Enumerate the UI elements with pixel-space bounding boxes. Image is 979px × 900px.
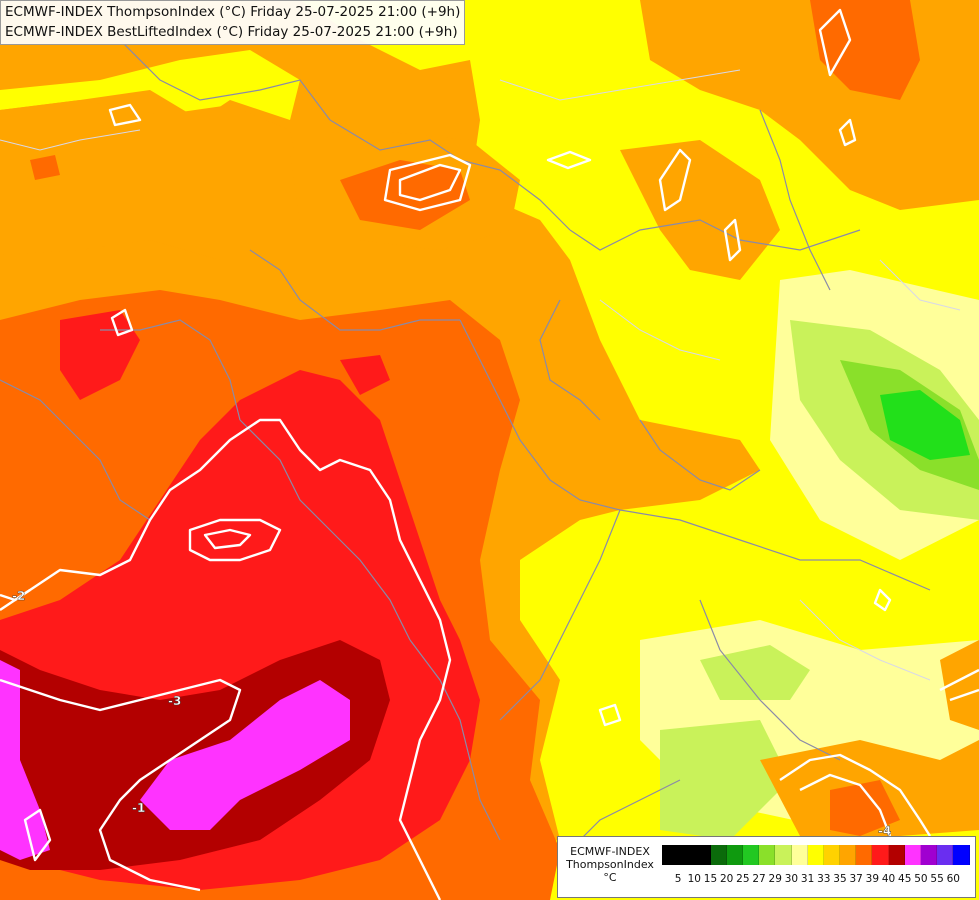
- legend-tick: 29: [768, 873, 782, 885]
- legend-swatch: [807, 845, 824, 865]
- legend-swatch: [937, 845, 954, 865]
- country-borders: [0, 39, 931, 861]
- legend-tick: 30: [784, 873, 799, 885]
- legend-swatch: [759, 845, 776, 865]
- title-best-lifted-index: ECMWF-INDEX BestLiftedIndex (°C) Friday …: [5, 24, 458, 40]
- contour-labels: -2 -3 -4 -1: [12, 589, 892, 838]
- contour-label: -2: [12, 589, 25, 603]
- dark-orange-area: [30, 155, 60, 180]
- legend-tick: 15: [703, 873, 718, 885]
- dark-orange-area: [340, 160, 470, 230]
- legend-tick: 60: [946, 873, 960, 885]
- legend-unit: °C: [603, 871, 617, 884]
- legend-tick: 37: [849, 873, 863, 885]
- legend-tick: 10: [687, 873, 701, 885]
- legend-swatch: [823, 845, 841, 865]
- legend-swatch: [694, 845, 711, 865]
- legend-swatch: [856, 845, 873, 865]
- legend-ticks: 5 10 15 20 25 27 29 30 31 33 35 37 39 40 45 50 55 60: [662, 873, 960, 887]
- legend-swatch: [904, 845, 921, 865]
- light-borders: [0, 69, 961, 681]
- contour-label: -1: [132, 801, 145, 815]
- legend-tick: 39: [865, 873, 880, 885]
- legend-tick: 5: [674, 873, 682, 885]
- legend-swatch: [953, 845, 970, 865]
- contour-label: -3: [168, 694, 181, 708]
- dark-orange-area: [810, 0, 920, 100]
- legend-swatch: [921, 845, 938, 865]
- magenta-area: [0, 660, 50, 860]
- legend-swatches: [662, 845, 970, 865]
- lifted-index-contours: [0, 8, 979, 900]
- red-area: [340, 355, 390, 395]
- legend-swatch: [840, 845, 857, 865]
- legend-tick: 33: [817, 873, 831, 885]
- legend-parameter: ThompsonIndex: [566, 858, 654, 871]
- contour-label: -4: [878, 824, 891, 838]
- orange-area: [0, 100, 340, 260]
- legend-swatch: [888, 845, 905, 865]
- legend-tick: 25: [736, 873, 750, 885]
- legend-model: ECMWF-INDEX: [570, 845, 650, 858]
- legend-swatch: [742, 845, 760, 865]
- legend-swatch: [872, 845, 889, 865]
- lime-green-area: [660, 720, 790, 840]
- map-title-box: ECMWF-INDEX ThompsonIndex (°C) Friday 25…: [0, 0, 466, 45]
- legend-swatch: [775, 845, 792, 865]
- color-legend: ECMWF-INDEX ThompsonIndex °C 5 10 15 20 25 27…: [557, 836, 976, 898]
- legend-swatch: [678, 845, 695, 865]
- legend-labels: ECMWF-INDEX ThompsonIndex °C: [562, 845, 658, 884]
- orange-area: [940, 640, 979, 730]
- legend-swatch: [791, 845, 808, 865]
- legend-swatch: [710, 845, 727, 865]
- bright-green-area: [880, 390, 970, 460]
- legend-swatch: [662, 845, 679, 865]
- legend-tick: 45: [898, 873, 912, 885]
- dark-orange-area: [830, 780, 900, 836]
- title-thompson-index: ECMWF-INDEX ThompsonIndex (°C) Friday 25…: [5, 4, 461, 20]
- legend-swatch: [726, 845, 743, 865]
- legend-tick: 50: [914, 873, 928, 885]
- legend-tick: 40: [881, 873, 896, 885]
- magenta-area: [140, 680, 350, 830]
- legend-tick: 20: [719, 873, 734, 885]
- legend-tick: 31: [800, 873, 815, 885]
- legend-tick: 27: [752, 873, 766, 885]
- red-area: [60, 310, 140, 400]
- legend-tick: 55: [930, 873, 944, 885]
- legend-tick: 35: [833, 873, 847, 885]
